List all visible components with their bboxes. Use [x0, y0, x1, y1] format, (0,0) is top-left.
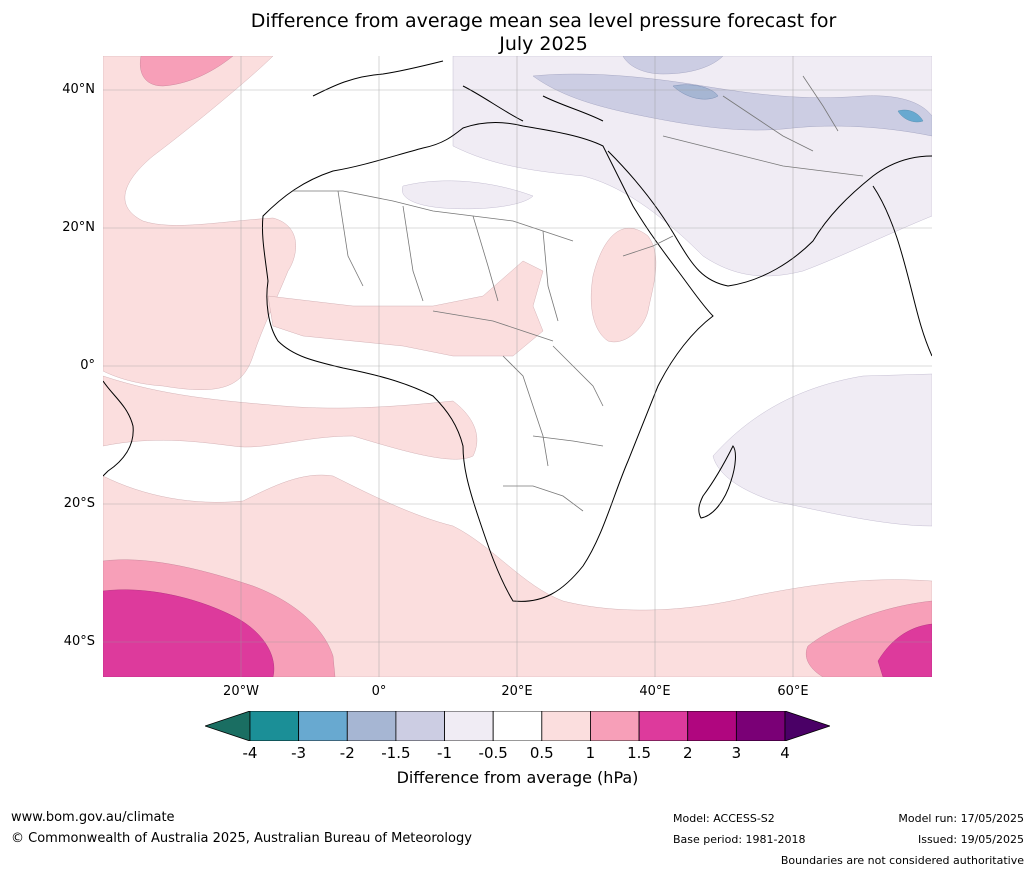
colorbar-tick-label: -2	[339, 744, 355, 762]
footer-website: www.bom.gov.au/climate	[11, 810, 175, 825]
anomaly-region-blue-caspian	[672, 84, 719, 100]
footer-issued: Issued: 19/05/2025	[917, 833, 1024, 846]
graticule	[103, 56, 932, 677]
colorbar-tick-label: -4	[242, 744, 258, 762]
anomaly-region-magenta-south-east	[877, 623, 932, 677]
colorbar-tick-label: -1	[437, 744, 453, 762]
colorbar-tick-label: 4	[780, 744, 790, 762]
anomaly-region-lavender-indian-ocean	[712, 373, 932, 527]
colorbar-tick-label: -0.5	[478, 744, 508, 762]
footer-model: Model: ACCESS-S2	[673, 812, 775, 825]
anomaly-region-horn-africa	[590, 227, 657, 343]
coastline-madagascar	[698, 445, 736, 519]
colorbar-cell-gt_1	[590, 711, 640, 741]
colorbar-cell-lt_-1	[395, 711, 445, 741]
colorbar-cell-neutral	[492, 711, 543, 741]
footer-copyright: © Commonwealth of Australia 2025, Austra…	[11, 831, 472, 846]
colorbar-cell-gt_1.5	[638, 711, 689, 741]
colorbar-tick-label: -3	[291, 744, 307, 762]
coastline-south-america	[103, 380, 134, 477]
footer-base-period: Base period: 1981-2018	[673, 833, 806, 846]
country-boundaries	[293, 75, 864, 512]
colorbar-tick-label: 1	[585, 744, 596, 762]
colorbar-cell-lt_-1.5	[346, 711, 397, 741]
anomaly-region-grey-east-med	[532, 73, 932, 137]
anomaly-region-atlantic-north	[103, 56, 296, 390]
anomaly-region-gulf-guinea	[103, 375, 478, 460]
colorbar-tick-label: 0.5	[529, 744, 554, 762]
map-panel	[103, 56, 932, 677]
colorbar-tick-label: -1.5	[381, 744, 411, 762]
lat-label-20s: 20°S	[63, 496, 95, 511]
colorbar-cell-gt_0.5	[541, 711, 591, 741]
title-line-2: July 2025	[499, 33, 588, 55]
coastline-india	[872, 185, 932, 357]
anomaly-region-grey-black-sea	[622, 56, 724, 75]
lat-label-40s: 40°S	[63, 634, 95, 649]
anomaly-map	[103, 56, 932, 677]
coastline-africa	[261, 122, 714, 602]
colorbar-cell-lt_-0.5	[444, 711, 494, 741]
anomaly-region-magenta-south-west	[103, 589, 275, 677]
colorbar-extend-low	[205, 711, 251, 741]
coastline-arabia	[607, 150, 932, 287]
colorbar-cell-lt_-3	[249, 711, 300, 741]
map-title: Difference from average mean sea level p…	[0, 10, 1035, 56]
lon-label-20e: 20°E	[501, 684, 533, 699]
lon-label-0: 0°	[371, 684, 387, 699]
lon-label-60e: 60°E	[777, 684, 809, 699]
colorbar-tick-label: 3	[731, 744, 742, 762]
lat-label-20n: 20°N	[62, 220, 95, 235]
title-line-1: Difference from average mean sea level p…	[250, 10, 837, 32]
colorbar-cell-gt_2	[687, 711, 737, 741]
anomaly-region-blue-himalaya	[897, 109, 924, 123]
colorbar	[205, 711, 830, 741]
anomaly-region-pink-north-atlantic	[140, 56, 234, 87]
colorbar-extend-high	[784, 711, 830, 741]
coastline-southern-europe	[312, 60, 604, 122]
colorbar-cell-lt_-2	[298, 711, 348, 741]
colorbar-cell-gt_3	[735, 711, 786, 741]
footer-disclaimer: Boundaries are not considered authoritat…	[780, 854, 1024, 867]
lat-label-0: 0°	[80, 358, 95, 373]
lon-label-40e: 40°E	[639, 684, 671, 699]
footer-model-run: Model run: 17/05/2025	[898, 812, 1024, 825]
lat-label-40n: 40°N	[62, 82, 95, 97]
colorbar-tick-label: 2	[682, 744, 693, 762]
colorbar-tick-label: 1.5	[627, 744, 651, 762]
lon-label-20w: 20°W	[223, 684, 259, 699]
anomaly-region-west-africa	[267, 260, 544, 357]
colorbar-label: Difference from average (hPa)	[396, 768, 639, 787]
